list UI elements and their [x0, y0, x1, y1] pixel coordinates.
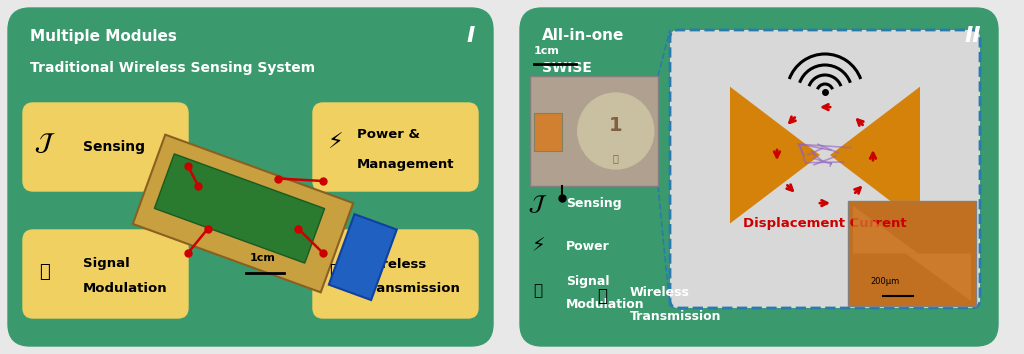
Polygon shape — [905, 253, 971, 301]
Text: Displacement Current: Displacement Current — [743, 217, 907, 230]
Text: Sensing: Sensing — [566, 198, 622, 211]
FancyBboxPatch shape — [313, 230, 478, 318]
Text: II: II — [965, 26, 981, 46]
Text: ⚡: ⚡ — [531, 236, 545, 256]
Polygon shape — [853, 206, 919, 253]
Text: 📶: 📶 — [330, 263, 340, 281]
FancyBboxPatch shape — [23, 103, 188, 191]
Text: 𝍪: 𝍪 — [40, 263, 50, 281]
Text: 元: 元 — [612, 154, 618, 164]
FancyBboxPatch shape — [530, 76, 658, 186]
Text: I: I — [467, 26, 475, 46]
FancyBboxPatch shape — [313, 103, 478, 191]
Text: 📶: 📶 — [597, 287, 607, 305]
FancyBboxPatch shape — [670, 30, 980, 308]
FancyBboxPatch shape — [848, 201, 976, 306]
Text: 𝍪: 𝍪 — [534, 284, 543, 298]
Text: All-in-one: All-in-one — [542, 29, 625, 44]
Polygon shape — [155, 154, 325, 263]
Text: 200μm: 200μm — [870, 277, 899, 286]
Text: Transmission: Transmission — [362, 282, 461, 296]
FancyBboxPatch shape — [8, 8, 493, 346]
Polygon shape — [329, 214, 396, 300]
Text: Management: Management — [357, 159, 455, 171]
FancyBboxPatch shape — [534, 113, 562, 151]
FancyBboxPatch shape — [520, 8, 998, 346]
Text: Signal: Signal — [566, 274, 609, 287]
Text: Wireless: Wireless — [362, 257, 427, 270]
Text: Traditional Wireless Sensing System: Traditional Wireless Sensing System — [30, 61, 315, 75]
Polygon shape — [133, 135, 353, 292]
Text: ⚡: ⚡ — [328, 133, 343, 153]
Text: Sensing: Sensing — [83, 140, 145, 154]
Text: $\mathcal{J}$: $\mathcal{J}$ — [34, 131, 55, 155]
Polygon shape — [830, 87, 920, 223]
Text: Modulation: Modulation — [566, 298, 645, 312]
Text: 1cm: 1cm — [534, 46, 560, 56]
Text: Power &: Power & — [357, 129, 420, 142]
Text: SWISE: SWISE — [542, 61, 592, 75]
Text: Transmission: Transmission — [630, 309, 722, 322]
Text: Power: Power — [566, 240, 609, 252]
Text: Multiple Modules: Multiple Modules — [30, 29, 177, 44]
FancyBboxPatch shape — [23, 230, 188, 318]
Text: 1cm: 1cm — [250, 253, 275, 263]
Circle shape — [578, 93, 653, 169]
Text: Signal: Signal — [83, 257, 130, 270]
Text: $\mathcal{J}$: $\mathcal{J}$ — [528, 193, 548, 215]
Text: Modulation: Modulation — [83, 282, 168, 296]
Polygon shape — [730, 87, 820, 223]
Text: Wireless: Wireless — [630, 285, 690, 298]
Text: 1: 1 — [609, 116, 623, 135]
